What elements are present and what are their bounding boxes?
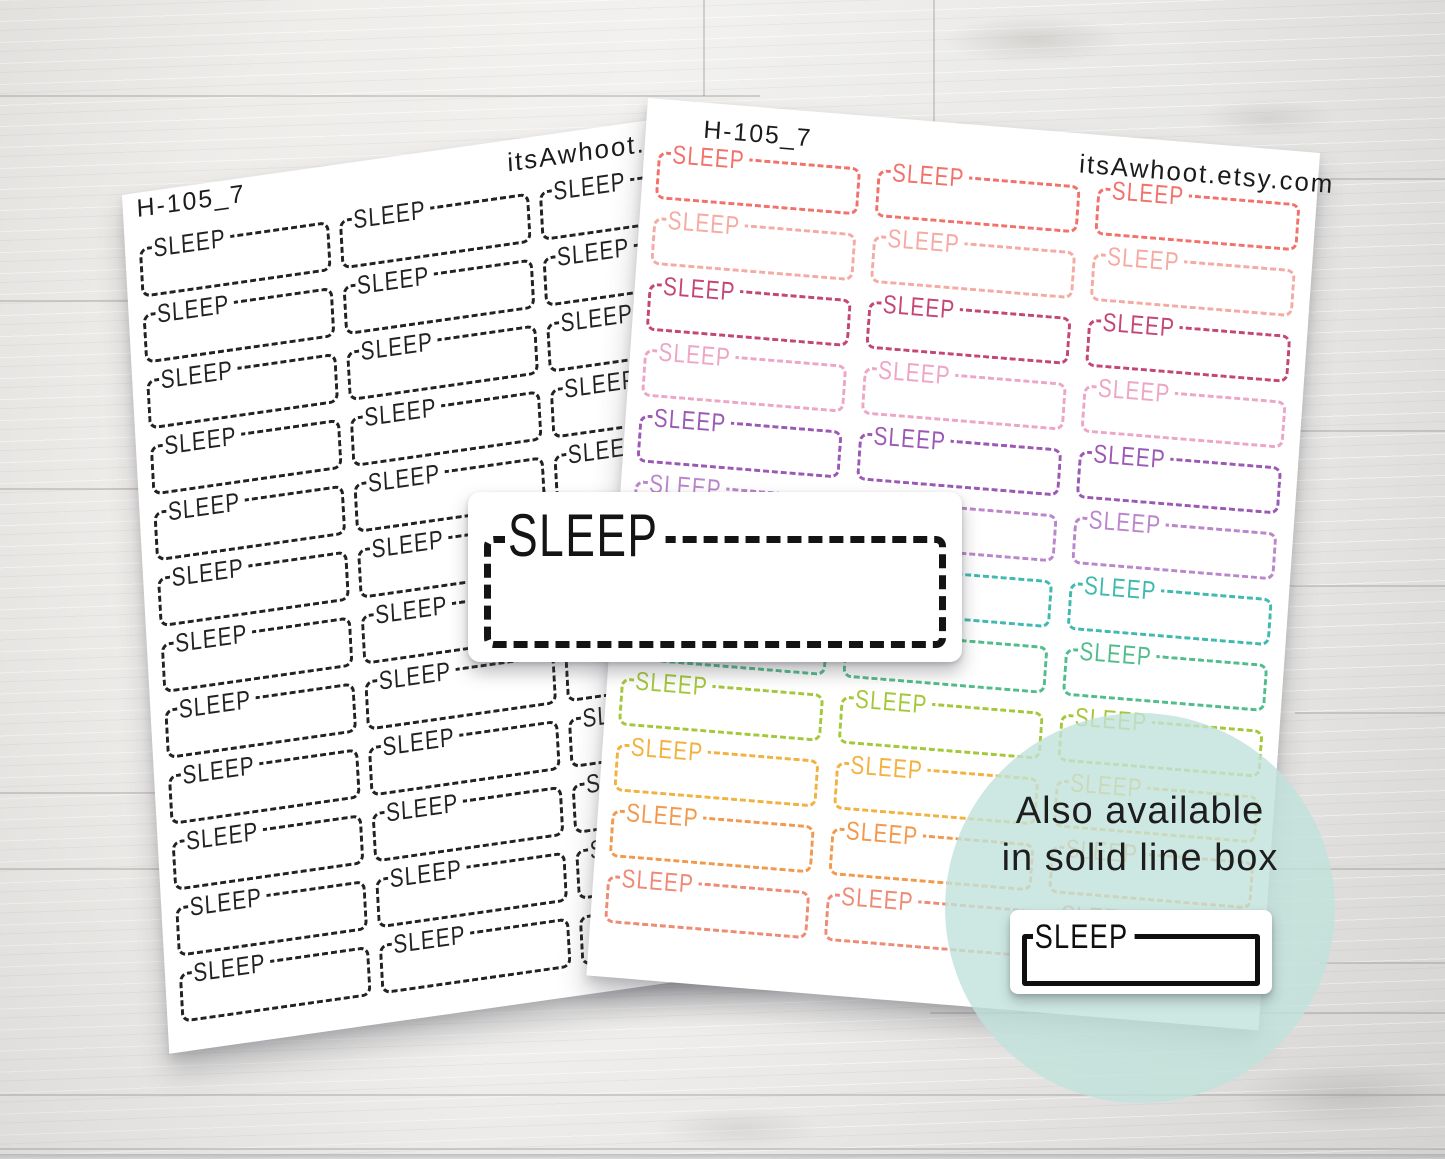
sticker-label: SLEEP — [838, 881, 920, 917]
sticker-label: SLEEP — [852, 684, 934, 719]
sticker-label: SLEEP — [633, 666, 714, 701]
sticker-label: SLEEP — [1095, 373, 1177, 408]
wood-seam — [0, 300, 140, 302]
sticker-label: SLEEP — [1081, 570, 1163, 606]
sticker-label: SLEEP — [1100, 307, 1181, 343]
note-line-1: Also available — [1015, 790, 1265, 832]
sticker-label: SLEEP — [619, 863, 700, 899]
wood-seam — [1285, 430, 1445, 432]
sticker-label: SLEEP — [1090, 438, 1172, 474]
sticker-box: SLEEP — [338, 192, 532, 270]
sticker-label: SLEEP — [1109, 175, 1190, 211]
sleep-sticker: SLEEP — [178, 945, 373, 1039]
wood-seam — [1320, 962, 1445, 964]
sticker-label: SLEEP — [665, 205, 746, 241]
sticker-label: SLEEP — [880, 289, 961, 325]
solid-sticker-label: SLEEP — [1033, 920, 1135, 955]
sticker-label: SLEEP — [871, 420, 952, 456]
sticker-label: SLEEP — [628, 731, 709, 767]
sticker-box: SLEEP — [138, 220, 332, 298]
wood-seam — [1295, 712, 1445, 714]
sticker-label: SLEEP — [669, 139, 751, 175]
wood-joint — [703, 0, 705, 96]
sticker-label: SLEEP — [656, 337, 737, 372]
note-line-2: in solid line box — [1001, 837, 1279, 879]
wood-seam — [0, 488, 150, 490]
sticker-label: SLEEP — [623, 797, 705, 833]
sticker-label: SLEEP — [848, 749, 929, 785]
detail-sticker-box: SLEEP — [484, 505, 946, 648]
wood-seam — [0, 792, 170, 794]
wood-seam — [1320, 178, 1445, 180]
note-text: Also available in solid line box — [945, 788, 1335, 882]
wood-joint — [933, 0, 935, 122]
sticker-label: SLEEP — [660, 271, 742, 307]
sticker-label: SLEEP — [351, 194, 432, 234]
solid-line-sticker: SLEEP — [1010, 910, 1272, 994]
wood-seam — [0, 1148, 1445, 1150]
detail-sticker: SLEEP — [468, 492, 962, 662]
solid-sticker-box: SLEEP — [1022, 920, 1260, 986]
sticker-label: SLEEP — [885, 223, 966, 259]
detail-sticker-label: SLEEP — [505, 505, 666, 567]
sticker-label: SLEEP — [1104, 241, 1186, 277]
sticker-label: SLEEP — [551, 166, 632, 206]
sticker-label: SLEEP — [151, 223, 232, 263]
sticker-label: SLEEP — [1077, 636, 1158, 672]
sticker-label: SLEEP — [889, 157, 971, 193]
sticker-label: SLEEP — [1086, 504, 1167, 540]
sticker-label: SLEEP — [875, 355, 957, 390]
sleep-sticker: SLEEP — [378, 917, 573, 1011]
note-circle: Also available in solid line box — [945, 713, 1335, 1103]
photo-bottom-edge — [0, 1154, 1445, 1159]
wood-seam — [0, 1094, 1445, 1096]
sticker-label: SLEEP — [651, 402, 733, 438]
wood-seam — [0, 95, 760, 97]
wood-seam — [1275, 585, 1445, 587]
sticker-label: SLEEP — [843, 815, 925, 851]
